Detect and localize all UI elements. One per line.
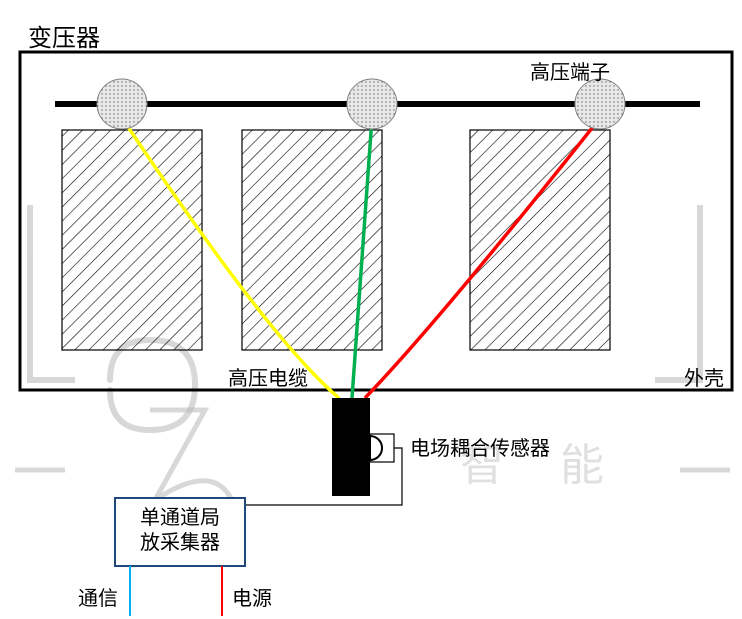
diagram-svg: 智 能 xyxy=(0,0,742,619)
comm-label: 通信 xyxy=(78,582,118,611)
title-label: 变压器 xyxy=(28,18,100,53)
coil-right xyxy=(470,130,610,350)
hv-cable-label: 高压电缆 xyxy=(228,362,308,391)
power-label: 电源 xyxy=(232,582,272,611)
hv-terminal-label: 高压端子 xyxy=(530,56,610,85)
sensor-label: 电场耦合传感器 xyxy=(410,432,550,461)
enclosure-label: 外壳 xyxy=(684,362,724,391)
hv-terminal-1 xyxy=(97,79,147,129)
hv-terminal-3 xyxy=(575,79,625,129)
svg-text:能: 能 xyxy=(560,441,604,490)
collector-label: 单通道局 放采集器 xyxy=(120,506,240,556)
diagram-canvas: 智 能 变压器 高压端子 高压电缆 外壳 电 xyxy=(0,0,742,619)
sensor-body xyxy=(332,398,370,496)
coil-left xyxy=(62,130,202,350)
hv-terminal-2 xyxy=(347,79,397,129)
